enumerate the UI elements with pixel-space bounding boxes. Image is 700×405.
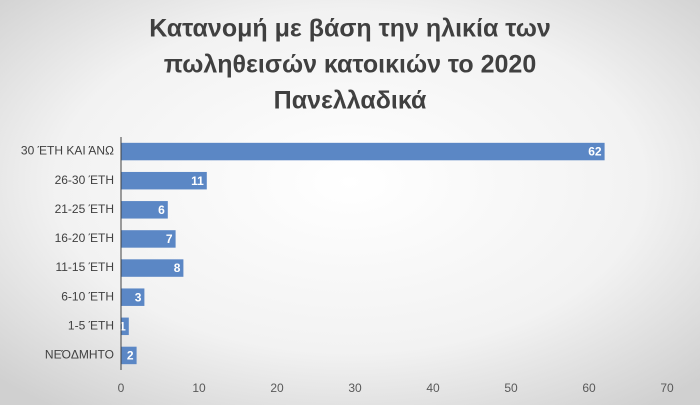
- data-label: 7: [166, 232, 173, 246]
- x-tick-label: 0: [118, 381, 125, 395]
- x-tick-label: 70: [660, 381, 674, 395]
- data-label: 8: [174, 261, 181, 275]
- bar: [121, 259, 184, 277]
- bar: [121, 142, 605, 161]
- data-label: 2: [127, 349, 134, 363]
- bar: [121, 317, 129, 336]
- x-tick-label: 60: [582, 381, 596, 395]
- chart-title: Κατανομή με βάση την ηλικία των: [149, 15, 551, 43]
- x-tick-label: 50: [504, 381, 518, 395]
- x-tick-label: 40: [426, 381, 440, 395]
- chart-title: πωληθεισών κατοικιών το 2020: [164, 51, 536, 79]
- data-label: 1: [119, 319, 126, 333]
- bar: [121, 346, 137, 365]
- y-tick-label: 26-30 ΈΤΗ: [55, 173, 114, 187]
- bar: [121, 171, 207, 190]
- bar: [121, 230, 176, 248]
- y-tick-label: 11-15 ΈΤΗ: [55, 260, 114, 274]
- x-tick-label: 10: [192, 381, 206, 395]
- x-tick-label: 30: [348, 381, 362, 395]
- data-label: 3: [135, 290, 142, 304]
- y-tick-label: ΝΕΌΔΜΗΤΟ: [45, 348, 114, 362]
- bar: [121, 201, 168, 219]
- y-tick-label: 16-20 ΈΤΗ: [55, 231, 114, 245]
- y-tick-label: 6-10 ΈΤΗ: [61, 289, 114, 303]
- y-tick-label: 30 ΈΤΗ ΚΑΙ ΆΝΩ: [21, 144, 114, 158]
- y-tick-label: 1-5 ΈΤΗ: [68, 318, 114, 332]
- x-tick-label: 20: [270, 381, 284, 395]
- y-tick-label: 21-25 ΈΤΗ: [55, 202, 114, 216]
- data-label: 11: [191, 174, 204, 188]
- data-label: 6: [158, 203, 165, 217]
- bar: [121, 288, 145, 306]
- data-label: 62: [588, 145, 602, 159]
- chart-title: Πανελλαδικά: [274, 87, 427, 115]
